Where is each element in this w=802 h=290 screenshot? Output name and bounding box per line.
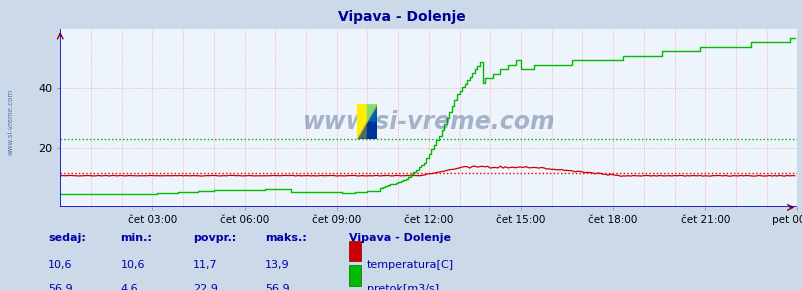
Text: 56,9: 56,9 [265, 284, 290, 290]
Text: pretok[m3/s]: pretok[m3/s] [367, 284, 439, 290]
Text: 10,6: 10,6 [120, 260, 145, 269]
Text: 22,9: 22,9 [192, 284, 217, 290]
Text: 13,9: 13,9 [265, 260, 290, 269]
Text: www.si-vreme.com: www.si-vreme.com [7, 89, 14, 155]
Text: Vipava - Dolenje: Vipava - Dolenje [349, 233, 451, 243]
Text: 11,7: 11,7 [192, 260, 217, 269]
Text: povpr.:: povpr.: [192, 233, 236, 243]
Text: maks.:: maks.: [265, 233, 306, 243]
Text: 4,6: 4,6 [120, 284, 138, 290]
Polygon shape [357, 104, 377, 139]
Polygon shape [357, 104, 377, 139]
Text: 10,6: 10,6 [48, 260, 73, 269]
Bar [367, 104, 377, 122]
Text: temperatura[C]: temperatura[C] [367, 260, 453, 269]
Text: www.si-vreme.com: www.si-vreme.com [302, 110, 554, 134]
Polygon shape [357, 122, 367, 139]
Bar [357, 104, 367, 122]
Text: 56,9: 56,9 [48, 284, 73, 290]
Text: Vipava - Dolenje: Vipava - Dolenje [337, 10, 465, 24]
Polygon shape [367, 104, 377, 122]
Bar [367, 122, 377, 139]
Polygon shape [367, 122, 377, 139]
Text: min.:: min.: [120, 233, 152, 243]
Text: sedaj:: sedaj: [48, 233, 86, 243]
